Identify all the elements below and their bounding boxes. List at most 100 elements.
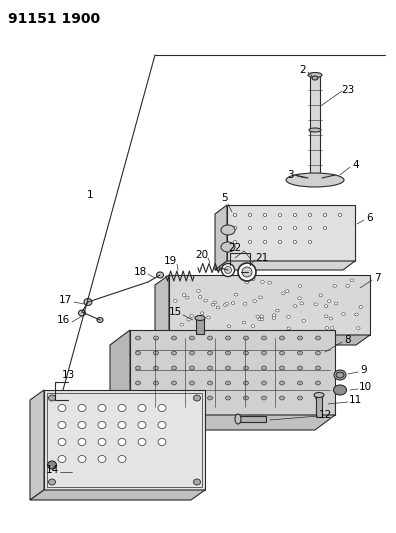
Ellipse shape <box>314 392 324 398</box>
Ellipse shape <box>298 297 301 300</box>
Text: 2: 2 <box>300 65 307 75</box>
Text: 17: 17 <box>58 295 72 305</box>
Ellipse shape <box>185 296 189 299</box>
Ellipse shape <box>227 325 231 328</box>
Ellipse shape <box>233 227 237 230</box>
Ellipse shape <box>197 289 200 293</box>
Ellipse shape <box>58 405 66 411</box>
Ellipse shape <box>242 321 246 324</box>
Ellipse shape <box>135 381 141 385</box>
Ellipse shape <box>342 313 345 316</box>
Ellipse shape <box>48 461 57 469</box>
Ellipse shape <box>316 381 320 385</box>
Ellipse shape <box>78 405 86 411</box>
Ellipse shape <box>323 227 327 230</box>
Ellipse shape <box>190 314 193 317</box>
Polygon shape <box>30 390 44 500</box>
Ellipse shape <box>221 263 234 277</box>
Ellipse shape <box>135 396 141 400</box>
Polygon shape <box>155 275 169 345</box>
Text: 23: 23 <box>341 85 355 95</box>
Ellipse shape <box>297 366 303 370</box>
Ellipse shape <box>154 396 158 400</box>
Ellipse shape <box>194 395 200 401</box>
Ellipse shape <box>216 306 220 309</box>
Ellipse shape <box>260 315 263 318</box>
Ellipse shape <box>171 351 177 355</box>
Text: 13: 13 <box>61 370 74 380</box>
Polygon shape <box>130 330 335 415</box>
Ellipse shape <box>225 336 230 340</box>
Ellipse shape <box>261 280 264 283</box>
Ellipse shape <box>97 318 103 322</box>
Ellipse shape <box>316 366 320 370</box>
Ellipse shape <box>261 381 267 385</box>
Ellipse shape <box>198 295 202 298</box>
Ellipse shape <box>333 285 337 287</box>
Ellipse shape <box>293 240 297 244</box>
Ellipse shape <box>58 456 66 463</box>
Text: 12: 12 <box>318 410 331 420</box>
Ellipse shape <box>278 227 282 230</box>
Ellipse shape <box>225 351 230 355</box>
Ellipse shape <box>312 76 318 80</box>
Ellipse shape <box>171 336 177 340</box>
Ellipse shape <box>208 396 213 400</box>
Ellipse shape <box>98 456 106 463</box>
Ellipse shape <box>135 351 141 355</box>
Bar <box>196 318 204 334</box>
Ellipse shape <box>58 422 66 429</box>
Ellipse shape <box>225 266 232 273</box>
Ellipse shape <box>297 351 303 355</box>
Ellipse shape <box>280 351 284 355</box>
Ellipse shape <box>259 296 262 299</box>
Ellipse shape <box>48 479 55 485</box>
Ellipse shape <box>200 312 204 314</box>
Ellipse shape <box>225 302 228 305</box>
Ellipse shape <box>263 227 267 230</box>
Ellipse shape <box>208 366 213 370</box>
Ellipse shape <box>324 305 328 308</box>
Text: 7: 7 <box>374 273 380 283</box>
Ellipse shape <box>207 316 210 319</box>
Ellipse shape <box>195 316 205 320</box>
Text: 20: 20 <box>196 250 209 260</box>
Ellipse shape <box>158 405 166 411</box>
Ellipse shape <box>78 310 86 316</box>
Ellipse shape <box>233 214 237 216</box>
Ellipse shape <box>331 327 334 329</box>
Ellipse shape <box>208 351 213 355</box>
Ellipse shape <box>78 439 86 446</box>
Polygon shape <box>227 205 355 261</box>
Ellipse shape <box>253 300 257 303</box>
Ellipse shape <box>287 327 290 330</box>
Ellipse shape <box>180 323 183 326</box>
Ellipse shape <box>244 336 249 340</box>
Ellipse shape <box>302 319 305 322</box>
Ellipse shape <box>276 309 279 312</box>
Ellipse shape <box>190 396 194 400</box>
Polygon shape <box>169 275 370 335</box>
Ellipse shape <box>308 214 312 216</box>
Ellipse shape <box>48 395 55 401</box>
Polygon shape <box>215 261 355 270</box>
Ellipse shape <box>248 240 252 244</box>
Ellipse shape <box>156 272 164 278</box>
Text: 3: 3 <box>287 170 293 180</box>
Text: 8: 8 <box>345 335 351 345</box>
Ellipse shape <box>238 263 256 281</box>
Ellipse shape <box>336 372 344 378</box>
Ellipse shape <box>272 314 276 317</box>
Ellipse shape <box>225 396 230 400</box>
Ellipse shape <box>309 128 321 132</box>
Ellipse shape <box>244 381 249 385</box>
Ellipse shape <box>261 366 267 370</box>
Ellipse shape <box>308 240 312 244</box>
Ellipse shape <box>235 414 241 424</box>
Ellipse shape <box>338 214 342 216</box>
Ellipse shape <box>355 313 358 316</box>
Ellipse shape <box>261 336 267 340</box>
Ellipse shape <box>223 304 227 306</box>
Ellipse shape <box>308 72 322 77</box>
Ellipse shape <box>225 366 230 370</box>
